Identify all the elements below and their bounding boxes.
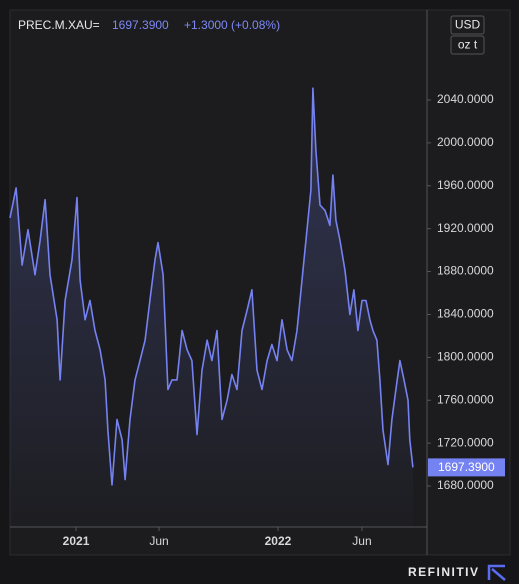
last-price: 1697.3900	[112, 18, 169, 32]
last-value-label: 1697.3900	[438, 460, 495, 474]
unit-label[interactable]: USD	[455, 18, 481, 32]
x-tick-label: 2022	[265, 534, 292, 548]
price-line	[9, 87, 414, 486]
last-value-box	[428, 458, 505, 477]
y-tick-label: 1680.0000	[437, 478, 494, 492]
y-tick-label: 1720.0000	[437, 435, 494, 449]
y-tick-label: 1840.0000	[437, 307, 494, 321]
y-tick-label: 1800.0000	[437, 350, 494, 364]
brand: REFINITIV	[408, 565, 480, 579]
x-tick-label: 2021	[63, 534, 90, 548]
y-tick-label: 1760.0000	[437, 392, 494, 406]
x-tick-label: Jun	[352, 534, 371, 548]
y-tick-label: 2000.0000	[437, 135, 494, 149]
unit-button[interactable]	[450, 35, 485, 55]
y-tick-label: 1960.0000	[437, 178, 494, 192]
brand-logo	[487, 564, 506, 581]
change: +1.3000 (+0.08%)	[184, 18, 280, 32]
symbol: PREC.M.XAU=	[18, 18, 100, 32]
area	[10, 88, 413, 527]
unit-label[interactable]: oz t	[458, 38, 478, 52]
y-tick-label: 1920.0000	[437, 221, 494, 235]
unit-button[interactable]	[450, 15, 485, 35]
y-tick-label: 2040.0000	[437, 92, 494, 106]
y-tick-label: 1880.0000	[437, 264, 494, 278]
x-tick-label: Jun	[149, 534, 168, 548]
